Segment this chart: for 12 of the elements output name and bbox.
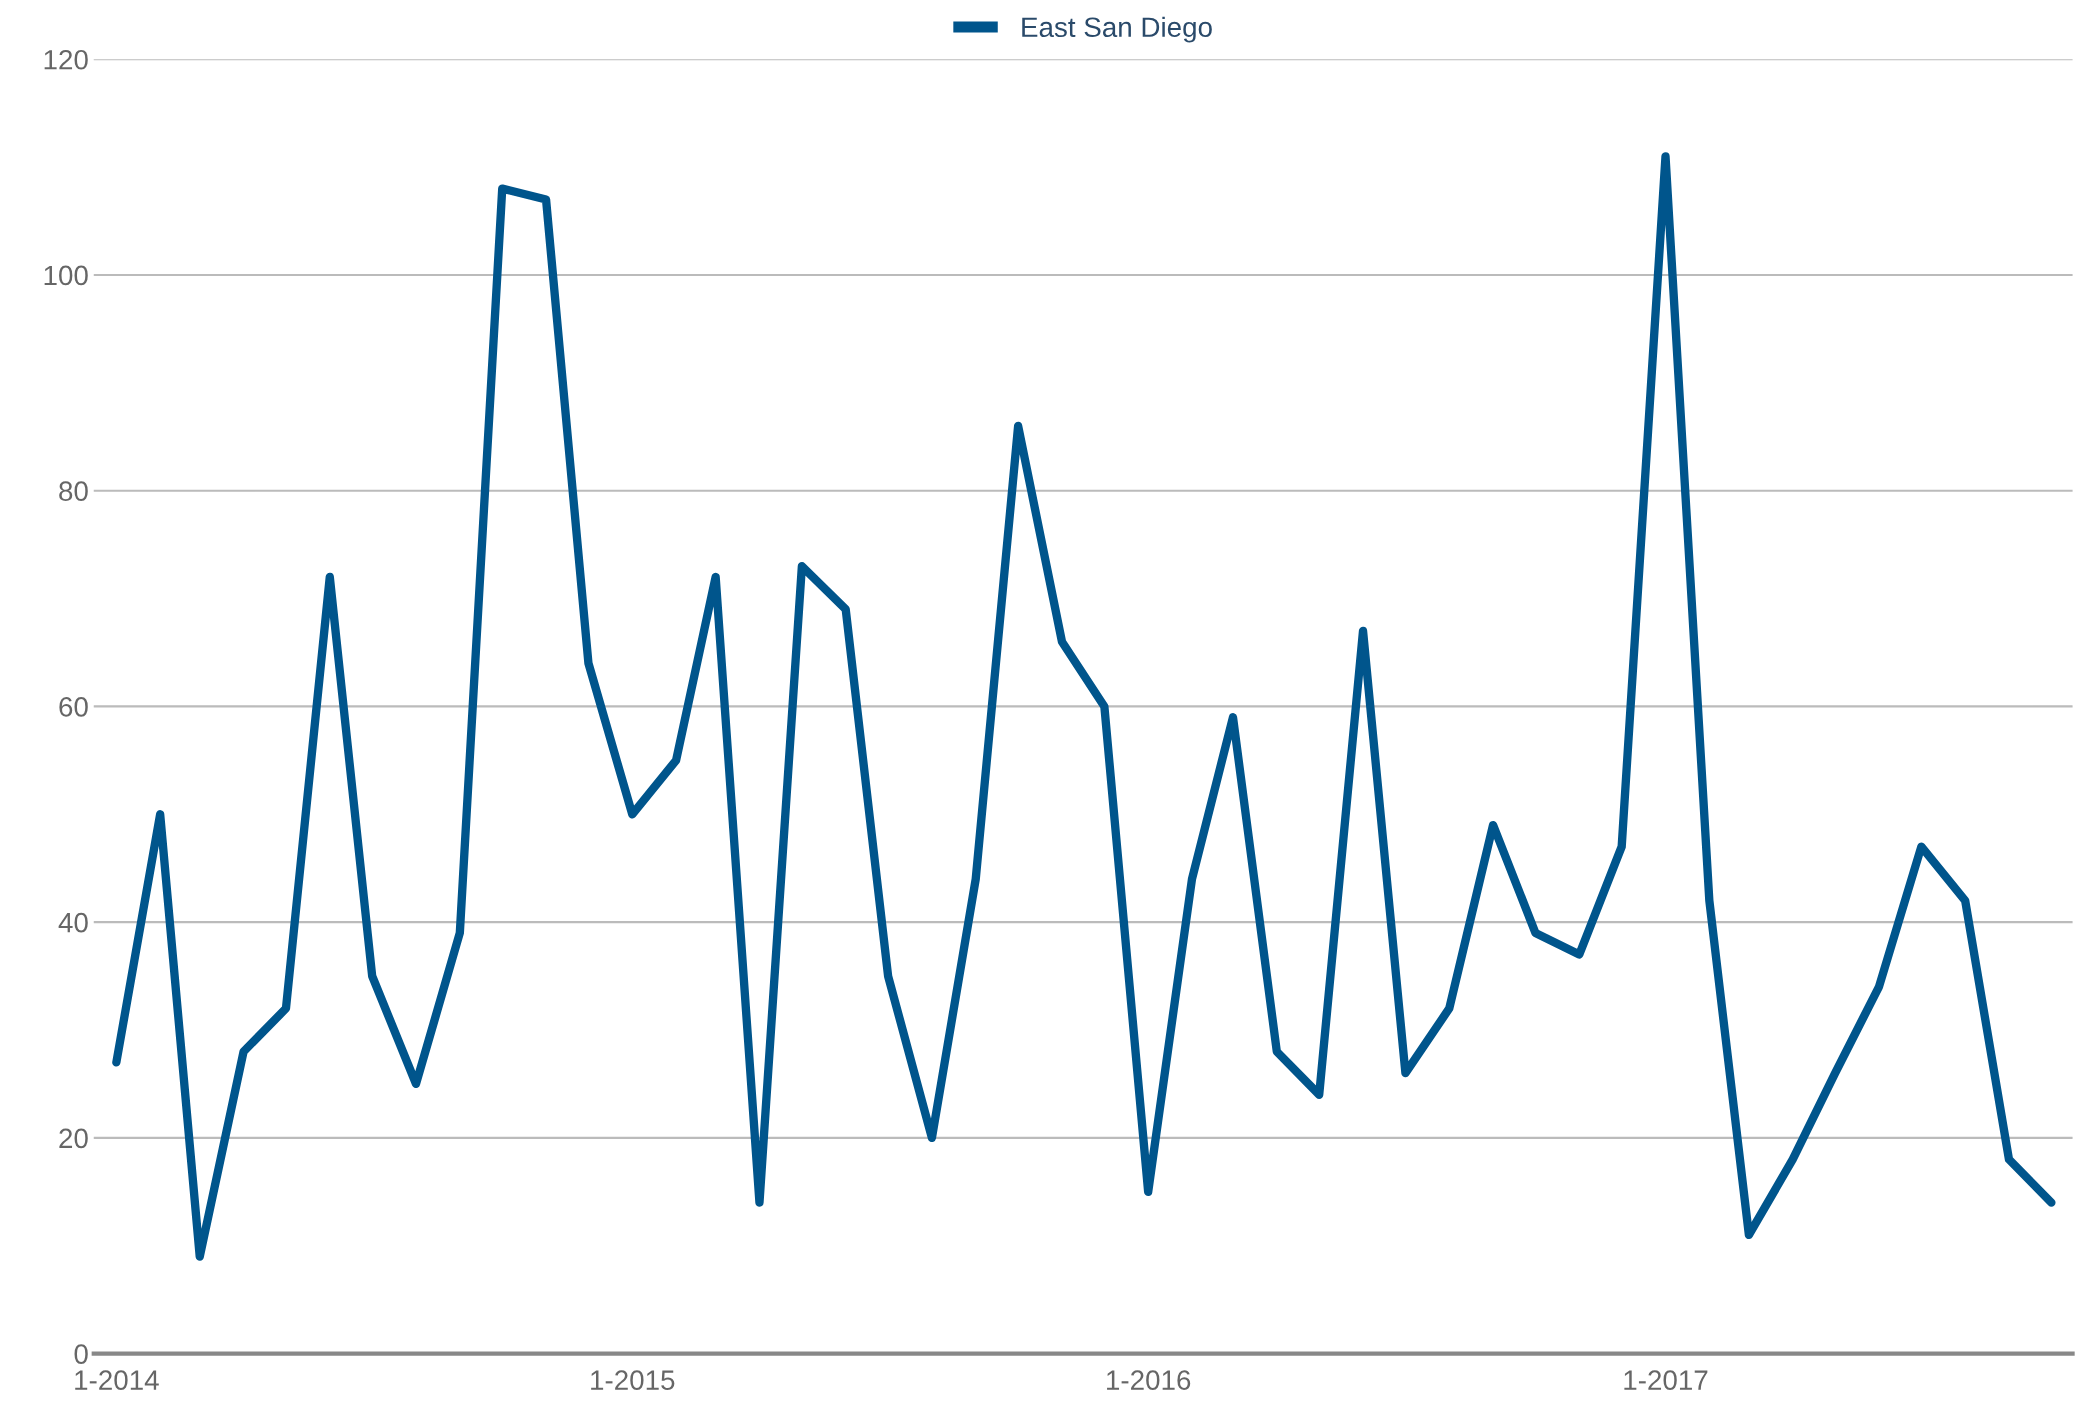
y-tick-label: 0 [74,1344,88,1364]
x-tick-label: 1-2016 [1107,1370,1191,1390]
y-tick-label: 60 [59,697,88,717]
y-tick-label: 80 [59,481,88,502]
y-tick-label: 100 [44,265,88,286]
y-tick-label: 20 [59,1128,88,1149]
x-tick-label: 1-2014 [75,1370,159,1390]
legend-label: East San Diego [1022,16,1212,43]
y-tick-label: 120 [44,49,88,70]
x-tick-label: 1-2017 [1624,1370,1708,1390]
y-tick-label: 40 [58,912,88,933]
x-tick-label: 1-2015 [591,1370,675,1390]
